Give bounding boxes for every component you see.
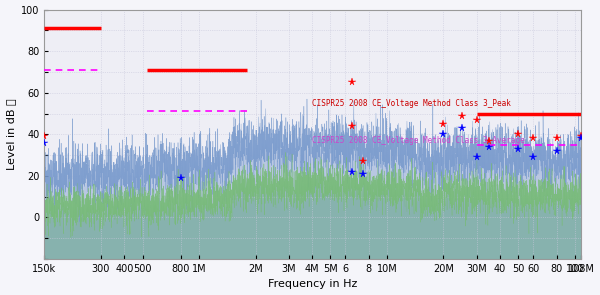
Text: CISPR25 2008 CE_Voltage Method Class 3_Peak: CISPR25 2008 CE_Voltage Method Class 3_P…	[312, 99, 511, 108]
Text: CISPR25 2008 CE_Voltage Method Class 3_Average: CISPR25 2008 CE_Voltage Method Class 3_A…	[312, 136, 525, 145]
Y-axis label: Level in dB 値: Level in dB 値	[5, 99, 16, 170]
X-axis label: Frequency in Hz: Frequency in Hz	[268, 279, 358, 289]
